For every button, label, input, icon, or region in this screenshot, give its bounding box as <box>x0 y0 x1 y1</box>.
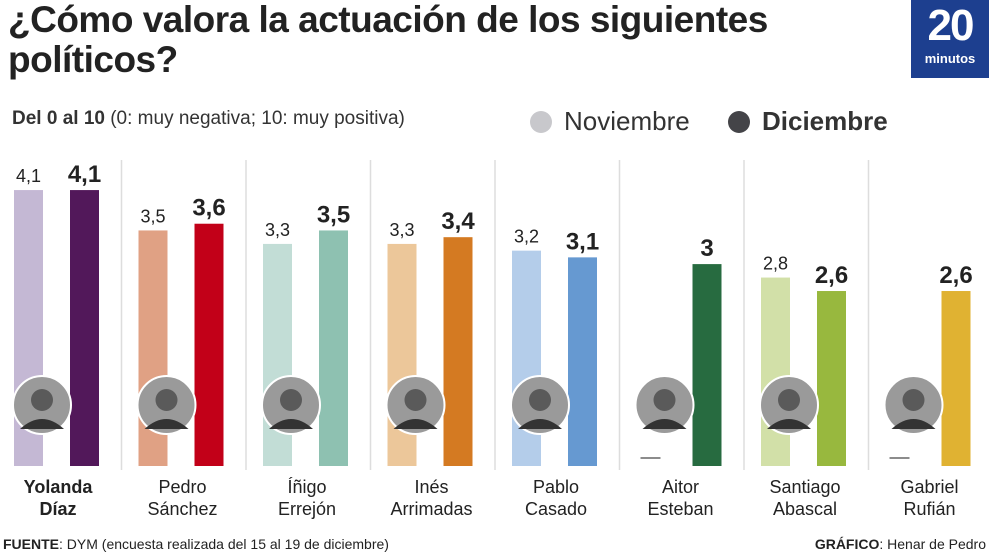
chart-title: ¿Cómo valora la actuación de los siguien… <box>8 0 768 80</box>
data-label: 2,6 <box>939 262 972 289</box>
politician-name: Santiago Abascal <box>743 476 867 520</box>
name-line: Gabriel <box>900 477 959 497</box>
bar-noviembre <box>761 277 790 466</box>
name-line: Errejón <box>277 499 337 519</box>
credit-text: : Henar de Pedro <box>879 536 986 552</box>
portrait-shoulders <box>642 419 687 429</box>
name-line: Santiago <box>769 477 841 497</box>
name-line: Sánchez <box>147 499 218 519</box>
portrait-head <box>529 389 551 411</box>
bar-diciembre <box>817 291 846 466</box>
name-line: Esteban <box>647 499 714 519</box>
source-label: FUENTE <box>3 536 59 552</box>
politician-name: Gabriel Rufián <box>868 476 990 520</box>
bar-diciembre <box>443 237 473 466</box>
subtitle-rest: (0: muy negativa; 10: muy positiva) <box>104 108 405 129</box>
name-line: Abascal <box>772 499 838 519</box>
name-line: Yolanda <box>23 477 93 497</box>
data-label: 3,1 <box>566 228 599 255</box>
portrait-shoulders <box>518 419 562 429</box>
subtitle: Del 0 al 10 (0: muy negativa; 10: muy po… <box>12 108 405 130</box>
legend-label: Diciembre <box>762 106 888 136</box>
name-line: Díaz <box>39 499 77 519</box>
bar-diciembre <box>194 223 224 466</box>
portrait-shoulders <box>20 419 64 429</box>
legend-swatch <box>728 110 750 133</box>
portrait-head <box>155 389 178 411</box>
legend-label: Noviembre <box>564 106 690 136</box>
portrait-shoulders <box>269 419 313 429</box>
portrait-head <box>653 389 676 411</box>
data-label: 2,6 <box>815 262 848 289</box>
portrait-head <box>280 389 302 411</box>
data-label: 4,1 <box>16 166 41 186</box>
name-line: Pablo <box>532 477 580 497</box>
bar-diciembre <box>70 190 99 466</box>
portrait-head <box>404 389 427 411</box>
data-label: 2,8 <box>763 254 788 274</box>
politician-name: Inés Arrimadas <box>370 476 494 520</box>
legend-diciembre: Diciembre <box>728 106 888 137</box>
bar-diciembre <box>568 257 597 466</box>
logo-number: 20 <box>927 1 975 50</box>
logo-word: minutos <box>924 51 976 66</box>
name-line: Inés <box>414 477 449 497</box>
name-line: Aitor <box>661 477 699 497</box>
subtitle-bold: Del 0 al 10 <box>12 108 105 129</box>
footer-source: FUENTE: DYM (encuesta realizada del 15 a… <box>3 536 389 552</box>
portrait-head <box>902 389 925 411</box>
legend-noviembre: Noviembre <box>530 106 690 137</box>
bar-diciembre <box>692 264 722 466</box>
data-label: 3,3 <box>265 220 290 240</box>
data-label: 3,4 <box>441 208 475 235</box>
bar-diciembre <box>319 230 348 466</box>
politician-name: Aitor Esteban <box>619 476 743 520</box>
credit-label: GRÁFICO <box>814 536 880 552</box>
name-line: Casado <box>524 499 588 519</box>
politician-name: Pedro Sánchez <box>121 476 245 520</box>
portrait-shoulders <box>393 419 438 429</box>
politician-name: Yolanda Díaz <box>0 476 120 520</box>
politician-name: Pablo Casado <box>494 476 618 520</box>
data-label: 3 <box>700 235 713 262</box>
politician-name: Íñigo Errejón <box>245 476 369 520</box>
bar-diciembre <box>941 291 971 466</box>
data-label: 3,3 <box>389 220 414 240</box>
data-label: 3,6 <box>192 195 225 222</box>
legend-swatch <box>530 110 552 133</box>
logo-20minutos: 20 minutos <box>911 0 989 78</box>
data-label: 3,5 <box>140 206 165 226</box>
name-line: Pedro <box>158 477 207 497</box>
source-text: : DYM (encuesta realizada del 15 al 19 d… <box>59 536 389 552</box>
portrait-shoulders <box>767 419 811 429</box>
portrait-shoulders <box>144 419 189 429</box>
portrait-head <box>778 389 800 411</box>
portrait-shoulders <box>891 419 936 429</box>
portrait-head <box>31 389 53 411</box>
data-label: 4,1 <box>68 161 101 188</box>
data-label: 3,5 <box>317 201 350 228</box>
name-line: Íñigo <box>287 477 327 497</box>
data-label: 3,2 <box>514 227 539 247</box>
footer-credit: GRÁFICO: Henar de Pedro <box>815 536 986 552</box>
name-line: Arrimadas <box>390 499 473 519</box>
name-line: Rufián <box>903 499 956 519</box>
